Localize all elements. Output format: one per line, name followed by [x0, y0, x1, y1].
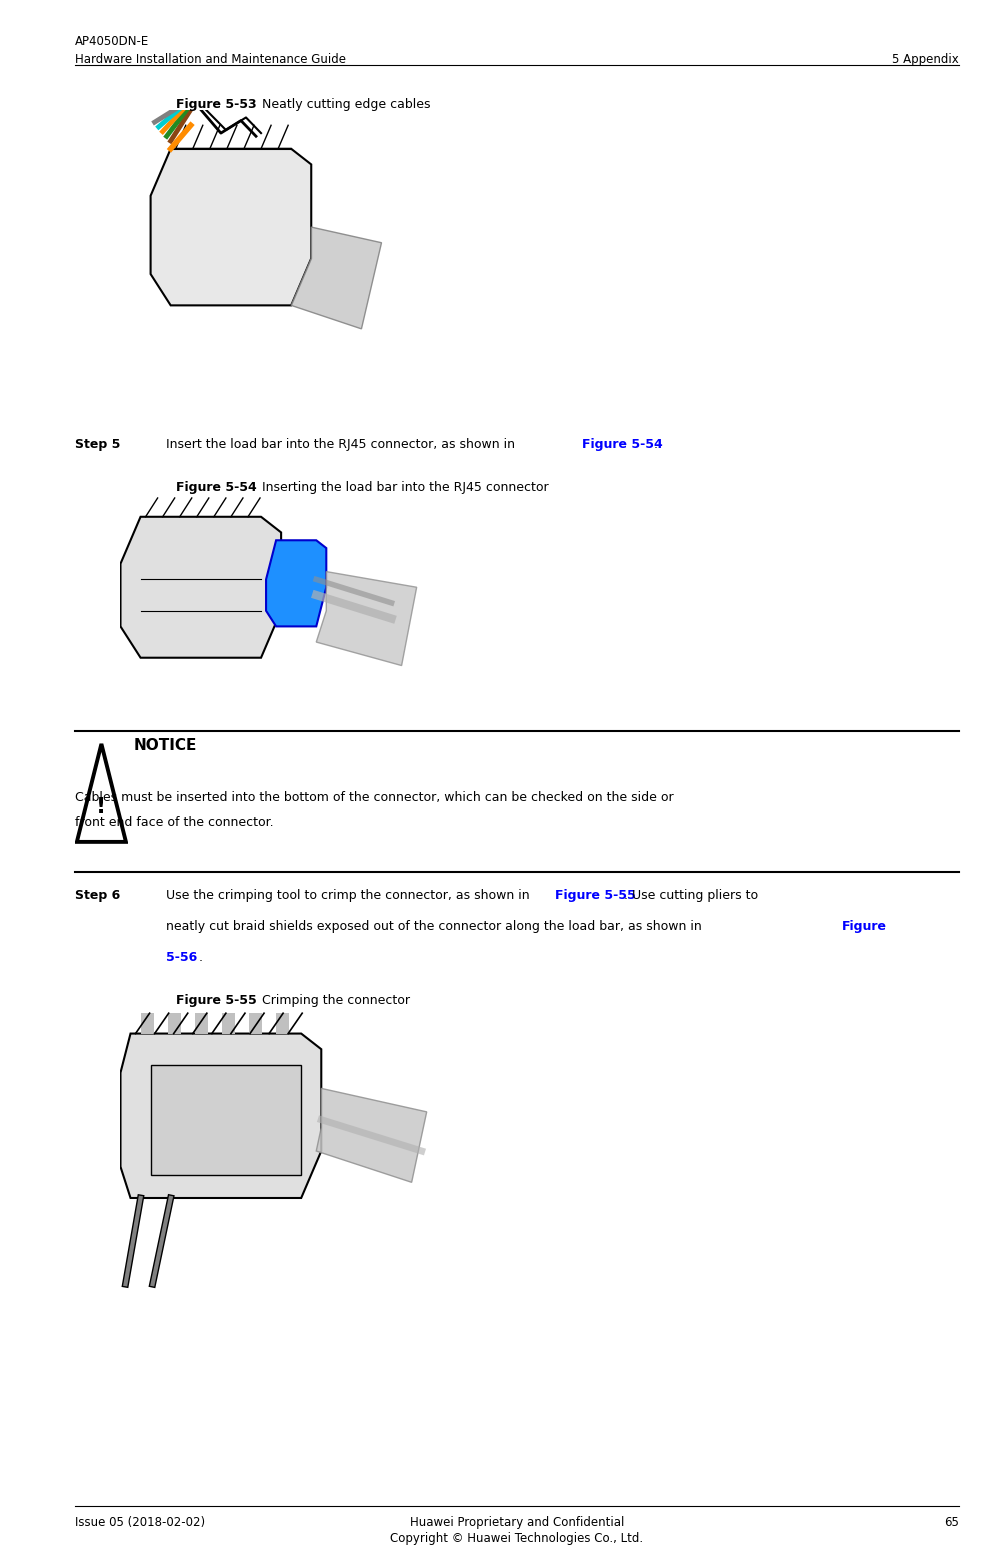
Polygon shape — [316, 1088, 426, 1182]
Text: Inserting the load bar into the RJ45 connector: Inserting the load bar into the RJ45 con… — [258, 481, 548, 493]
Text: !: ! — [96, 797, 106, 817]
Text: Figure 5-55: Figure 5-55 — [555, 889, 635, 902]
Polygon shape — [120, 1034, 321, 1198]
Text: AP4050DN-E: AP4050DN-E — [75, 34, 149, 49]
Text: Step 6: Step 6 — [75, 889, 120, 902]
Text: Insert the load bar into the RJ45 connector, as shown in: Insert the load bar into the RJ45 connec… — [165, 438, 519, 451]
Text: Figure 5-53: Figure 5-53 — [176, 97, 256, 111]
Polygon shape — [266, 540, 326, 626]
Text: Use the crimping tool to crimp the connector, as shown in: Use the crimping tool to crimp the conne… — [165, 889, 533, 902]
Text: Crimping the connector: Crimping the connector — [258, 994, 409, 1007]
Text: .: . — [199, 951, 203, 963]
Text: . Use cutting pliers to: . Use cutting pliers to — [624, 889, 758, 902]
Text: NOTICE: NOTICE — [133, 738, 197, 753]
Polygon shape — [77, 744, 125, 843]
Text: .: . — [653, 438, 657, 451]
Text: 65: 65 — [943, 1516, 958, 1528]
Text: neatly cut braid shields exposed out of the connector along the load bar, as sho: neatly cut braid shields exposed out of … — [165, 921, 705, 933]
Text: Figure: Figure — [842, 921, 887, 933]
Text: Huawei Proprietary and Confidential: Huawei Proprietary and Confidential — [409, 1516, 624, 1528]
Polygon shape — [291, 227, 381, 329]
Text: Neatly cutting edge cables: Neatly cutting edge cables — [258, 97, 430, 111]
Text: Figure 5-54: Figure 5-54 — [176, 481, 256, 493]
Text: Cables must be inserted into the bottom of the connector, which can be checked o: Cables must be inserted into the bottom … — [75, 791, 673, 803]
Text: Copyright © Huawei Technologies Co., Ltd.: Copyright © Huawei Technologies Co., Ltd… — [390, 1532, 643, 1544]
Polygon shape — [316, 572, 416, 666]
Text: Figure 5-55: Figure 5-55 — [176, 994, 256, 1007]
Text: 5-56: 5-56 — [165, 951, 197, 963]
Text: 5 Appendix: 5 Appendix — [892, 53, 958, 66]
Text: Issue 05 (2018-02-02): Issue 05 (2018-02-02) — [75, 1516, 206, 1528]
Polygon shape — [120, 517, 281, 658]
Polygon shape — [150, 149, 311, 305]
Text: Figure 5-54: Figure 5-54 — [582, 438, 662, 451]
Text: Step 5: Step 5 — [75, 438, 120, 451]
Text: front end face of the connector.: front end face of the connector. — [75, 816, 274, 828]
FancyBboxPatch shape — [150, 1065, 301, 1174]
Text: Hardware Installation and Maintenance Guide: Hardware Installation and Maintenance Gu… — [75, 53, 346, 66]
